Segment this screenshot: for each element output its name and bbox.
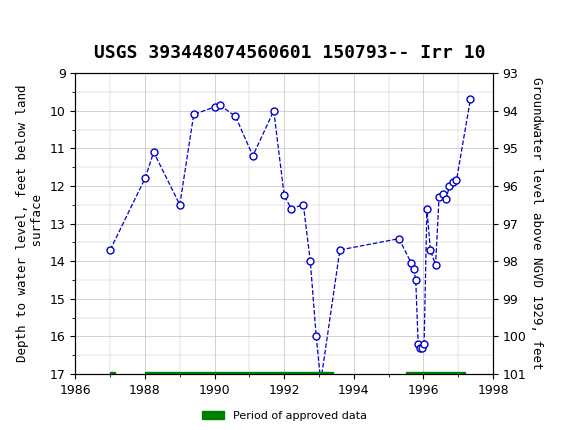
Y-axis label: Depth to water level, feet below land
 surface: Depth to water level, feet below land su… [16,85,44,362]
Text: USGS 393448074560601 150793-- Irr 10: USGS 393448074560601 150793-- Irr 10 [94,44,486,62]
Bar [406,372,465,380]
Bar [145,372,333,380]
Bar [110,372,115,380]
Text: ▒USGS: ▒USGS [9,15,67,37]
Y-axis label: Groundwater level above NGVD 1929, feet: Groundwater level above NGVD 1929, feet [530,77,543,370]
Legend: Period of approved data: Period of approved data [197,407,371,426]
